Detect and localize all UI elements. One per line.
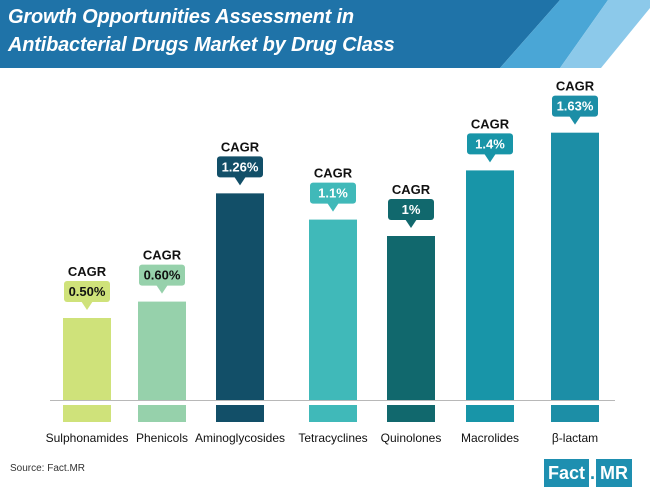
title-line-2: Antibacterial Drugs Market by Drug Class [8,34,395,56]
callout-pointer [234,176,246,186]
title-line-1: Growth Opportunities Assessment in [8,6,354,28]
callout-pointer [484,153,496,163]
bar-base [216,405,264,422]
bar-base [63,405,111,422]
bar-base [551,405,599,422]
source-note: Source: Fact.MR [10,463,86,474]
header-background [0,0,560,68]
value-callout [217,156,263,178]
factmr-logo: Fact . MR [544,459,633,487]
cagr-label: CAGR [471,116,510,131]
cagr-label: CAGR [392,182,431,197]
cagr-label: CAGR [143,248,182,263]
bar [216,193,264,400]
value-callout [388,199,434,220]
bar-base [387,405,435,422]
header-graphic [0,0,650,68]
value-callout [139,264,185,286]
category-label: Tetracyclines [298,431,367,445]
category-label: Quinolones [381,431,442,445]
cagr-label: CAGR [221,139,260,154]
callout-pointer [327,202,339,212]
data-label: 1.1% [318,186,348,201]
data-label: 1.26% [222,159,259,174]
data-label: 1% [402,202,421,217]
bar-base [138,405,186,422]
data-label: 1.63% [557,99,594,114]
bar-base [309,405,357,422]
value-callout [310,182,356,204]
header-stripe [500,0,608,68]
data-label: 0.50% [69,284,106,299]
bar [466,170,514,400]
chart-title: Growth Opportunities Assessment in Antib… [8,3,478,59]
callout-pointer [405,219,417,228]
data-label: 1.4% [475,136,505,151]
header-banner: Growth Opportunities Assessment in Antib… [0,0,650,68]
category-label: Macrolides [461,431,519,445]
value-callout [467,133,513,155]
cagr-label: CAGR [68,264,107,279]
bar [309,219,357,400]
category-label: Aminoglycosides [195,431,285,445]
header-stripe-light [560,0,650,68]
logo-mr: MR [596,459,633,487]
cagr-label: CAGR [556,79,595,94]
value-callout [552,95,598,117]
bar-base [466,405,514,422]
bar [387,236,435,400]
logo-dot: . [589,459,597,487]
cagr-label: CAGR [314,166,353,181]
logo-fact: Fact [544,459,590,487]
category-label: Phenicols [136,431,188,445]
category-label: β-lactam [552,431,598,445]
bar [551,132,599,400]
callout-pointer [156,284,168,294]
callout-pointer [81,301,93,310]
category-label: Sulphonamides [46,431,129,445]
value-callout [64,281,110,302]
bar [63,318,111,400]
callout-pointer [569,115,581,125]
data-label: 0.60% [144,268,181,283]
bar [138,301,186,400]
